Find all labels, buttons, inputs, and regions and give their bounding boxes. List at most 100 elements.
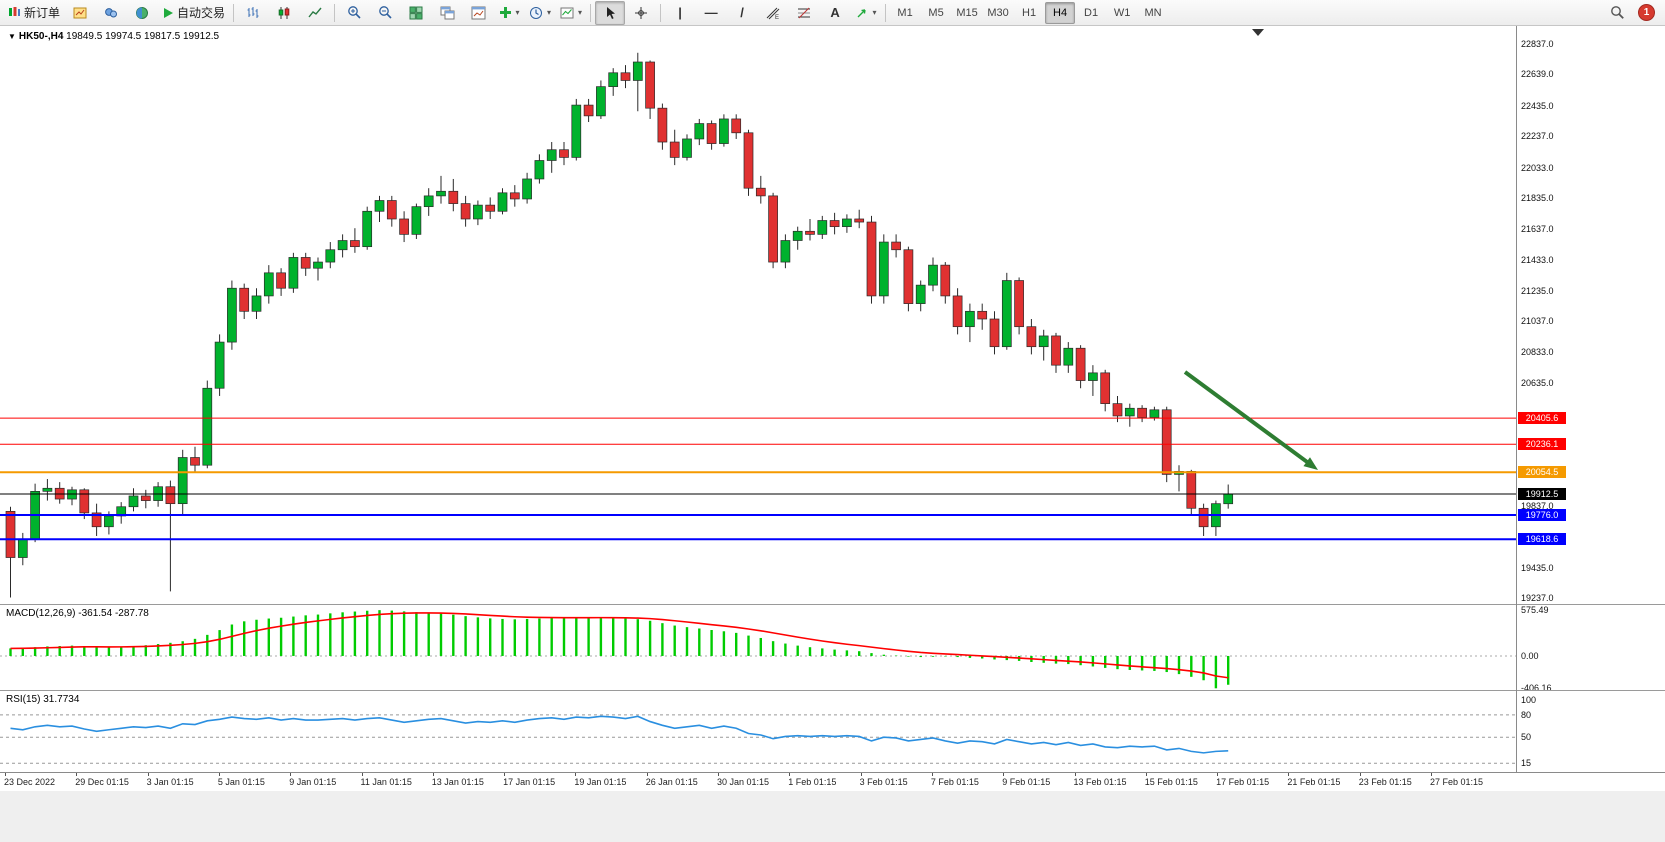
arrows-tool-button[interactable]: ▾ xyxy=(851,1,881,25)
time-tick xyxy=(931,773,933,776)
price-axis-label: 21835.0 xyxy=(1521,193,1554,204)
zoom-out-button[interactable] xyxy=(370,1,400,25)
svg-text:E: E xyxy=(775,15,779,20)
time-tick xyxy=(1217,773,1219,776)
time-tick xyxy=(76,773,78,776)
new-chart-icon xyxy=(73,7,87,18)
time-axis[interactable]: 23 Dec 2022 29 Dec 01:15 3 Jan 01:15 5 Jan … xyxy=(0,772,1665,791)
time-tick xyxy=(860,773,862,776)
timeframe-button-h1[interactable]: H1 xyxy=(1022,6,1037,19)
price-line-badge: 20405.6 xyxy=(1518,412,1566,425)
text-icon: A xyxy=(830,5,840,20)
price-axis-label: 22837.0 xyxy=(1521,39,1554,49)
tile-windows-button[interactable] xyxy=(401,1,431,25)
timeframe-button-mn[interactable]: MN xyxy=(1144,6,1162,19)
time-tick xyxy=(1431,773,1432,776)
templates-button[interactable]: ▾ xyxy=(556,1,586,25)
timeframe-button-d1[interactable]: D1 xyxy=(1084,6,1099,19)
time-axis-label: 11 Jan 01:15 xyxy=(360,777,412,787)
cursor-tool-button[interactable] xyxy=(595,0,626,25)
time-tick xyxy=(218,773,220,776)
vertical-line-icon: | xyxy=(678,5,682,20)
macd-scale[interactable]: 575.49 0.00 -406.16 xyxy=(1517,604,1665,693)
equidistant-channel-icon: E xyxy=(766,7,780,20)
zoom-in-icon xyxy=(347,6,361,19)
toolbar-separator xyxy=(885,3,887,22)
timeframe-button-m5[interactable]: M5 xyxy=(928,6,944,19)
timeframe-button-w1[interactable]: W1 xyxy=(1113,6,1131,19)
macd-values: -361.54 -287.78 xyxy=(78,608,149,619)
timeframe-button-m30[interactable]: M30 xyxy=(987,6,1009,19)
arrange-windows-button[interactable] xyxy=(463,1,493,25)
time-axis-label: 17 Feb 01:15 xyxy=(1216,777,1270,787)
new-chart-button[interactable] xyxy=(65,1,95,25)
price-axis-label: 21235.0 xyxy=(1521,285,1554,296)
price-axis-label: 19237.0 xyxy=(1521,593,1554,603)
template-chart-icon xyxy=(560,7,574,18)
rsi-indicator-panel[interactable] xyxy=(0,690,1516,773)
chart-title: ▼ HK50-,H4 19849.5 19974.5 19817.5 19912.… xyxy=(8,31,219,42)
candlestick-chart-button[interactable] xyxy=(269,1,299,25)
timeframe-group: M1 M5 M15 M30 H1 H4 D1 W1 MN xyxy=(890,1,1168,24)
macd-label: MACD(12,26,9) -361.54 -287.78 xyxy=(6,608,149,619)
notification-count: 1 xyxy=(1643,7,1650,18)
search-button[interactable] xyxy=(1602,1,1632,25)
price-scale[interactable]: 22837.0 22639.0 22435.0 22237.0 22033.0 21835… xyxy=(1517,26,1665,604)
time-tick xyxy=(1074,773,1076,776)
new-order-button[interactable]: 新订单 xyxy=(4,1,64,25)
zoom-in-button[interactable] xyxy=(339,1,369,25)
timeframe-button-m1[interactable]: M1 xyxy=(897,6,913,19)
price-axis-label: 21037.0 xyxy=(1521,316,1554,326)
rsi-axis-label: 50 xyxy=(1521,732,1532,743)
navigator-icon xyxy=(136,6,149,19)
time-tick xyxy=(5,773,6,776)
price-line-badge: 19912.5 xyxy=(1518,488,1566,501)
timeframe-button-h4[interactable]: H4 xyxy=(1045,1,1076,24)
rsi-scale[interactable]: 100 80 50 15 xyxy=(1517,690,1665,773)
profiles-button[interactable] xyxy=(96,1,126,25)
time-axis-label: 9 Jan 01:15 xyxy=(289,777,337,787)
navigator-button[interactable] xyxy=(127,1,157,25)
time-axis-label: 5 Jan 01:15 xyxy=(217,777,265,787)
trendline-tool-button[interactable]: / xyxy=(727,1,757,25)
macd-axis-label: 0.00 xyxy=(1521,650,1539,661)
macd-indicator-panel[interactable] xyxy=(0,604,1516,691)
channel-tool-button[interactable]: E xyxy=(758,1,788,25)
text-tool-button[interactable]: A xyxy=(820,1,850,25)
timeframe-button-m15[interactable]: M15 xyxy=(956,6,978,19)
bar-chart-icon xyxy=(247,6,259,18)
rsi-label: RSI(15) 31.7734 xyxy=(6,694,79,705)
autotrading-play-icon xyxy=(164,7,174,18)
crosshair-tool-button[interactable] xyxy=(626,1,656,25)
rsi-axis-label: 100 xyxy=(1521,694,1537,705)
notification-badge[interactable]: 1 xyxy=(1638,4,1655,21)
line-chart-button[interactable] xyxy=(300,1,330,25)
cascade-windows-button[interactable] xyxy=(432,1,462,25)
indicators-button[interactable]: ▾ xyxy=(494,1,524,25)
trendline-icon: / xyxy=(740,5,744,20)
vertical-line-tool-button[interactable]: | xyxy=(665,1,695,25)
price-axis-label: 22435.0 xyxy=(1521,100,1554,111)
price-axis-label: 22033.0 xyxy=(1521,162,1554,173)
time-axis-label: 19 Jan 01:15 xyxy=(574,777,627,787)
bottom-strip xyxy=(0,790,1665,842)
periods-button[interactable]: ▾ xyxy=(525,1,555,25)
fibonacci-icon xyxy=(798,7,811,18)
ohlc-values: 19849.5 19974.5 19817.5 19912.5 xyxy=(66,31,220,42)
price-chart[interactable] xyxy=(0,26,1516,604)
time-axis-label: 26 Jan 01:15 xyxy=(645,777,698,787)
horizontal-line-tool-button[interactable]: — xyxy=(696,1,726,25)
new-order-icon xyxy=(9,7,20,16)
autotrading-button[interactable]: 自动交易 xyxy=(158,1,229,25)
time-tick xyxy=(789,773,791,776)
bar-chart-button[interactable] xyxy=(238,1,268,25)
chevron-down-icon: ▾ xyxy=(515,8,520,17)
rsi-name: RSI(15) xyxy=(6,694,41,705)
price-axis-label: 19435.0 xyxy=(1521,562,1554,573)
time-tick xyxy=(1003,773,1005,776)
time-axis-label: 27 Feb 01:15 xyxy=(1430,777,1484,787)
time-tick xyxy=(575,773,577,776)
fibonacci-tool-button[interactable] xyxy=(789,1,819,25)
time-tick xyxy=(1288,773,1290,776)
